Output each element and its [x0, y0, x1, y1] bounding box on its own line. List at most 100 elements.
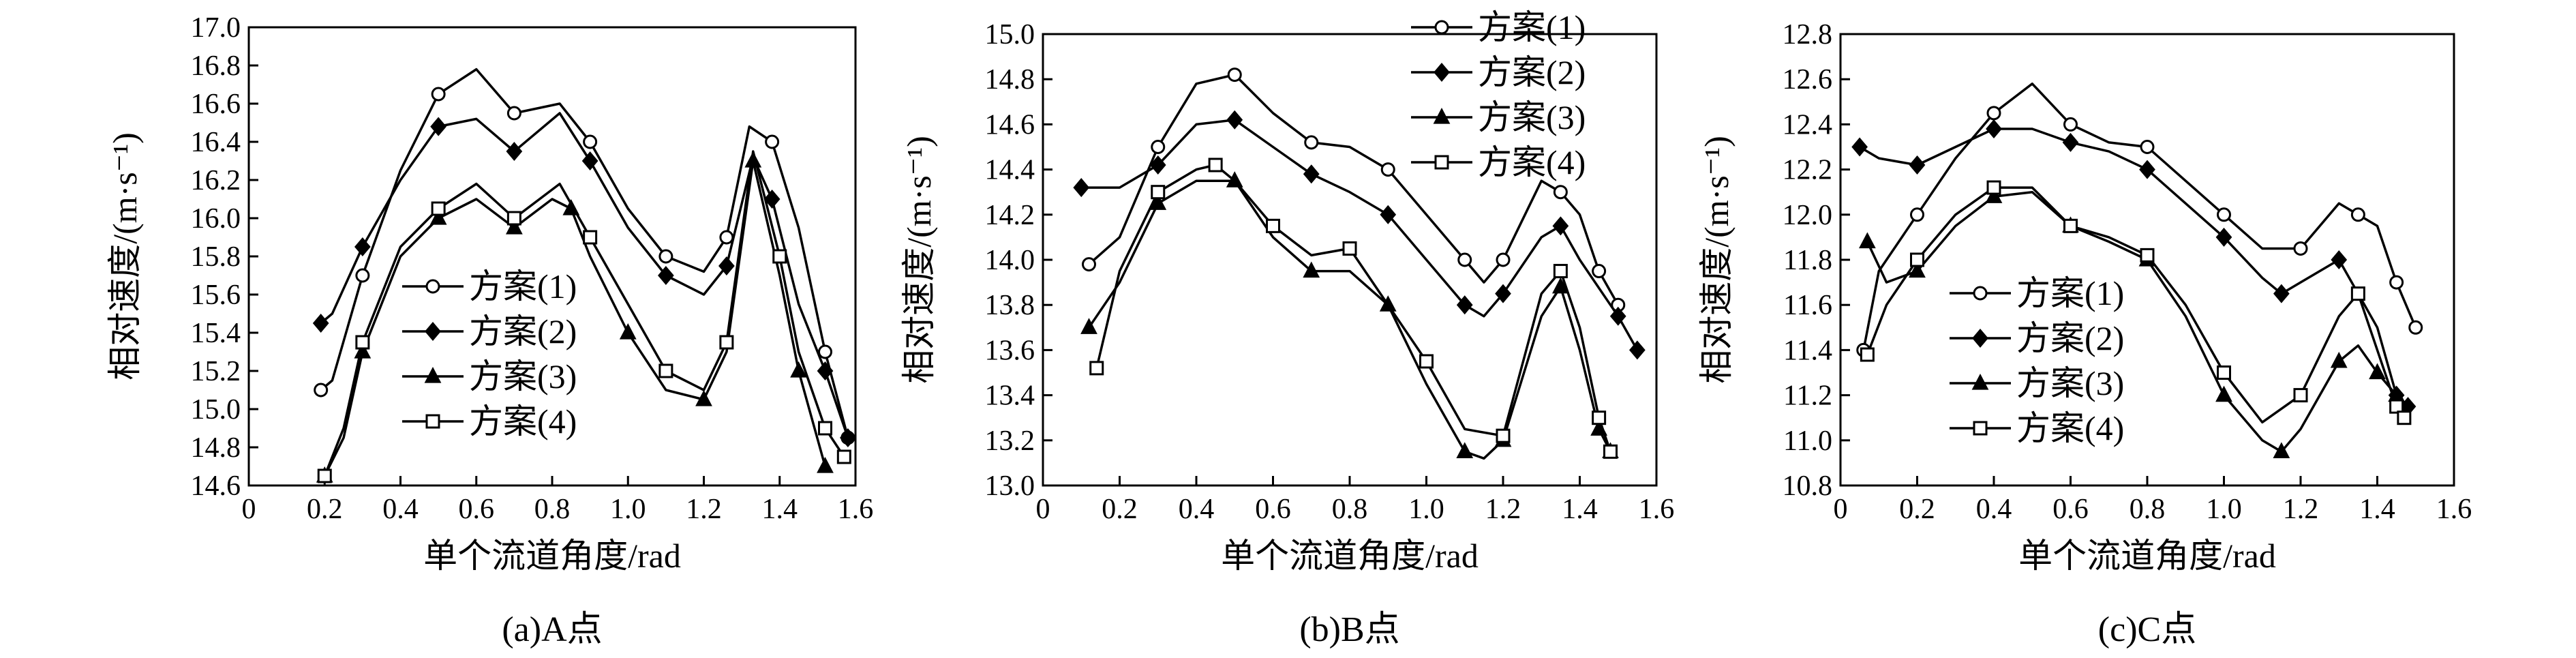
x-tick-label: 1.0	[610, 494, 646, 525]
data-point	[2369, 363, 2386, 380]
data-point	[429, 208, 447, 225]
y-tick-label: 15.0	[191, 394, 241, 425]
data-point	[790, 361, 807, 378]
series-line	[323, 160, 827, 477]
legend-label: 方案(3)	[469, 357, 577, 395]
y-tick-label: 13.0	[985, 470, 1035, 502]
y-tick-label: 14.8	[985, 64, 1035, 95]
series-line	[1859, 128, 2409, 408]
y-tick-label: 11.2	[1783, 380, 1832, 412]
data-point	[1910, 252, 1924, 267]
x-tick-label: 0.2	[1899, 494, 1935, 525]
data-point	[2293, 388, 2308, 403]
legend-marker	[1433, 107, 1451, 124]
data-point	[817, 456, 834, 473]
legend-label: 方案(2)	[2016, 319, 2124, 357]
series-line	[1088, 179, 1612, 460]
data-point	[1073, 178, 1090, 198]
series-2	[1851, 119, 2416, 417]
legend-marker	[1972, 328, 1988, 348]
y-tick-label: 13.2	[985, 425, 1035, 457]
legend-label: 方案(1)	[1478, 8, 1586, 46]
y-tick-label: 15.6	[191, 280, 241, 311]
series-2	[312, 112, 856, 448]
legend-label: 方案(2)	[469, 312, 577, 350]
data-point	[2063, 218, 2078, 233]
y-tick-label: 16.8	[191, 50, 241, 82]
y-tick-label: 11.0	[1783, 425, 1832, 457]
y-tick-label: 15.8	[191, 241, 241, 273]
data-point	[1552, 216, 1569, 236]
series-4	[1860, 180, 2412, 425]
y-tick-label: 15.0	[985, 19, 1035, 50]
x-tick-label: 1.6	[2436, 494, 2472, 525]
data-point	[2273, 284, 2290, 303]
data-point	[1082, 257, 1096, 272]
x-tick-label: 1.2	[2283, 494, 2319, 525]
x-tick-label: 0	[242, 494, 256, 525]
data-point	[2140, 248, 2155, 263]
data-point	[817, 361, 834, 381]
x-tick-label: 1.0	[1408, 494, 1444, 525]
data-point	[1551, 277, 1569, 294]
data-point	[2215, 385, 2232, 402]
data-point	[430, 117, 446, 136]
legend: 方案(1) 方案(2) 方案(3) 方案(4)	[402, 267, 577, 440]
x-axis-title: 单个流道角度/rad	[423, 537, 681, 575]
data-point	[431, 201, 446, 216]
data-point	[1149, 194, 1167, 210]
data-point	[658, 249, 673, 264]
legend-label: 方案(1)	[2016, 274, 2124, 312]
data-point	[1266, 218, 1280, 233]
data-point	[1080, 318, 1097, 334]
x-tick-label: 0	[1834, 494, 1848, 525]
panel-caption: (b)B点	[1299, 610, 1399, 649]
series-line	[323, 150, 845, 477]
x-tick-label: 0.4	[1179, 494, 1215, 525]
data-point	[355, 268, 370, 283]
y-tick-label: 17.0	[191, 12, 241, 44]
y-tick-label: 14.2	[985, 200, 1035, 231]
data-point	[1456, 295, 1473, 315]
data-point	[1208, 158, 1223, 173]
data-point	[2408, 320, 2423, 335]
data-point	[2331, 250, 2348, 270]
data-point	[1342, 241, 1357, 256]
data-point	[1456, 442, 1474, 458]
legend-label: 方案(3)	[2016, 364, 2124, 402]
y-tick-label: 15.4	[191, 318, 241, 349]
y-tick-label: 11.8	[1783, 245, 1832, 276]
y-tick-label: 16.2	[191, 165, 241, 196]
data-point	[581, 151, 598, 171]
series-line	[320, 68, 849, 438]
data-point	[2389, 275, 2404, 290]
y-tick-label: 14.0	[985, 245, 1035, 276]
data-point	[1457, 252, 1472, 267]
data-point	[772, 249, 787, 264]
y-tick-label: 16.4	[191, 127, 241, 158]
data-point	[840, 428, 856, 448]
data-point	[2139, 160, 2155, 179]
y-tick-label: 12.6	[1783, 64, 1833, 95]
data-point	[719, 230, 734, 245]
y-tick-label: 12.2	[1783, 155, 1833, 186]
data-point	[718, 256, 735, 276]
chart-panel-1: 0 0.2 0.4 0.6 0.8 1.0 1.2 1.4 1.6 14.6 14.8 15.0 15.…	[106, 12, 873, 649]
data-point	[2217, 365, 2231, 380]
series-4	[1089, 158, 1618, 459]
x-tick-label: 1.6	[1639, 494, 1675, 525]
x-tick-label: 0.8	[1332, 494, 1368, 525]
data-point	[1380, 205, 1397, 224]
legend: 方案(1) 方案(2) 方案(3) 方案(4)	[1950, 274, 2124, 447]
data-point	[2397, 410, 2412, 425]
data-point	[1303, 261, 1320, 278]
data-point	[1910, 207, 1924, 222]
panel-caption: (a)A点	[502, 610, 602, 649]
data-point	[695, 389, 712, 406]
data-point	[1496, 252, 1511, 267]
data-point	[1304, 135, 1319, 150]
x-tick-label: 0.4	[1976, 494, 2012, 525]
data-point	[583, 230, 598, 245]
x-tick-label: 0.6	[2052, 494, 2089, 525]
legend-marker	[424, 366, 442, 383]
